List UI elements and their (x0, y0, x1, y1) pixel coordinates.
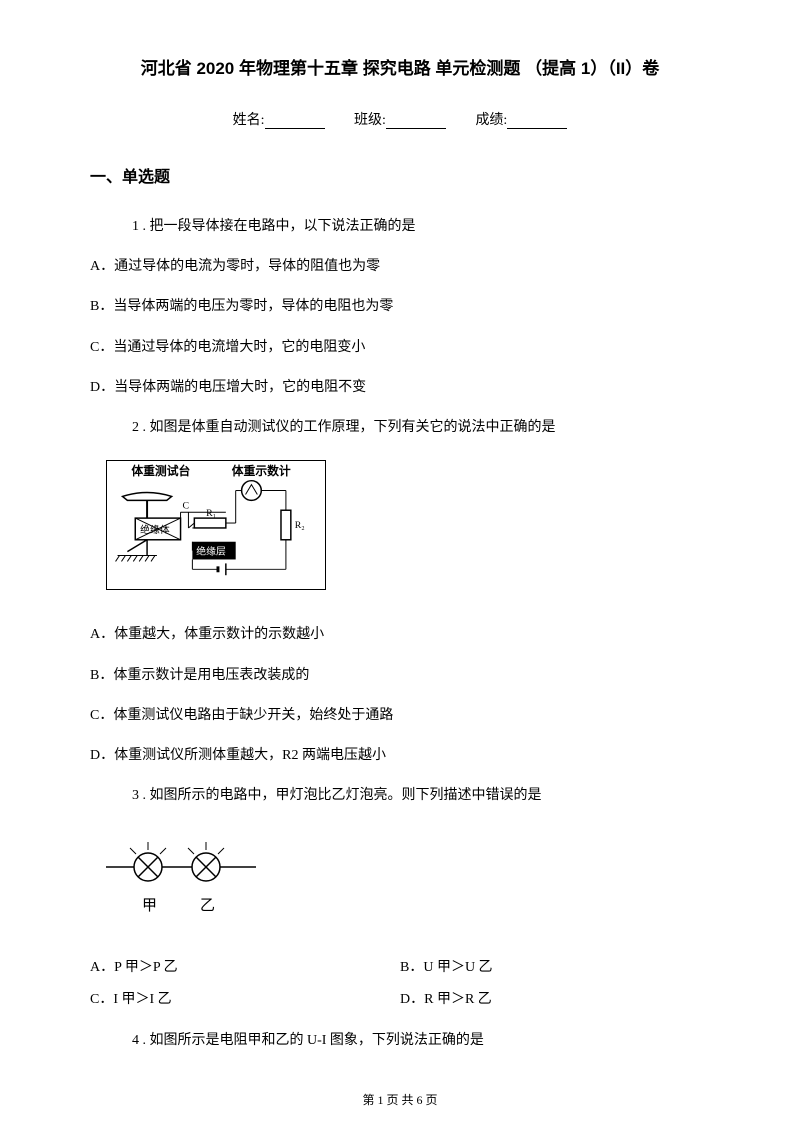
question-2: 2 . 如图是体重自动测试仪的工作原理，下列有关它的说法中正确的是 体重测试台 … (90, 412, 710, 772)
q3-option-d: D．R 甲＞R 乙 (400, 984, 710, 1016)
class-blank (386, 113, 446, 129)
svg-text:R₁: R₁ (206, 508, 216, 519)
q1-option-a: A．通过导体的电流为零时，导体的阻值也为零 (90, 251, 710, 283)
name-label: 姓名: (233, 113, 265, 128)
q3-figure: 甲 乙 (106, 832, 256, 932)
page-title: 河北省 2020 年物理第十五章 探究电路 单元检测题 （提高 1）（II）卷 (90, 54, 710, 79)
q2-stem: 2 . 如图是体重自动测试仪的工作原理，下列有关它的说法中正确的是 (90, 412, 710, 444)
svg-text:体重示数计: 体重示数计 (232, 464, 291, 478)
svg-text:C: C (183, 500, 190, 511)
q1-option-c: C．当通过导体的电流增大时，它的电阻变小 (90, 332, 710, 364)
bulb-circuit-icon: 甲 乙 (106, 832, 256, 932)
circuit-diagram-icon: 体重测试台 体重示数计 绝缘体 C R₁ (106, 460, 326, 590)
class-label: 班级: (354, 113, 386, 128)
question-1: 1 . 把一段导体接在电路中，以下说法正确的是 A．通过导体的电流为零时，导体的… (90, 211, 710, 404)
page-footer: 第 1 页 共 6 页 (0, 1091, 800, 1108)
q3-option-c: C．I 甲＞I 乙 (90, 984, 400, 1016)
q3-stem: 3 . 如图所示的电路中，甲灯泡比乙灯泡亮。则下列描述中错误的是 (90, 780, 710, 812)
q2-figure: 体重测试台 体重示数计 绝缘体 C R₁ (106, 460, 710, 603)
svg-text:绝缘层: 绝缘层 (196, 545, 226, 558)
svg-text:绝缘体: 绝缘体 (140, 523, 170, 536)
section-title: 一、单选题 (90, 163, 710, 187)
q2-option-a: A．体重越大，体重示数计的示数越小 (90, 619, 710, 651)
question-3: 3 . 如图所示的电路中，甲灯泡比乙灯泡亮。则下列描述中错误的是 甲 乙 A (90, 780, 710, 1017)
score-blank (507, 113, 567, 129)
name-blank (265, 113, 325, 129)
svg-text:乙: 乙 (200, 898, 215, 914)
q2-option-b: B．体重示数计是用电压表改装成的 (90, 660, 710, 692)
q2-option-d: D．体重测试仪所测体重越大，R2 两端电压越小 (90, 740, 710, 772)
q1-stem: 1 . 把一段导体接在电路中，以下说法正确的是 (90, 211, 710, 243)
q1-option-d: D．当导体两端的电压增大时，它的电阻不变 (90, 372, 710, 404)
svg-text:R₂: R₂ (295, 520, 305, 531)
svg-text:体重测试台: 体重测试台 (131, 464, 190, 478)
q3-option-a: A．P 甲＞P 乙 (90, 952, 400, 984)
q1-option-b: B．当导体两端的电压为零时，导体的电阻也为零 (90, 291, 710, 323)
q3-option-b: B．U 甲＞U 乙 (400, 952, 710, 984)
student-info: 姓名: 班级: 成绩: (90, 109, 710, 129)
q4-stem: 4 . 如图所示是电阻甲和乙的 U-I 图象，下列说法正确的是 (90, 1025, 710, 1057)
svg-text:甲: 甲 (142, 898, 157, 914)
score-label: 成绩: (475, 113, 507, 128)
q2-option-c: C．体重测试仪电路由于缺少开关，始终处于通路 (90, 700, 710, 732)
question-4: 4 . 如图所示是电阻甲和乙的 U-I 图象，下列说法正确的是 (90, 1025, 710, 1057)
